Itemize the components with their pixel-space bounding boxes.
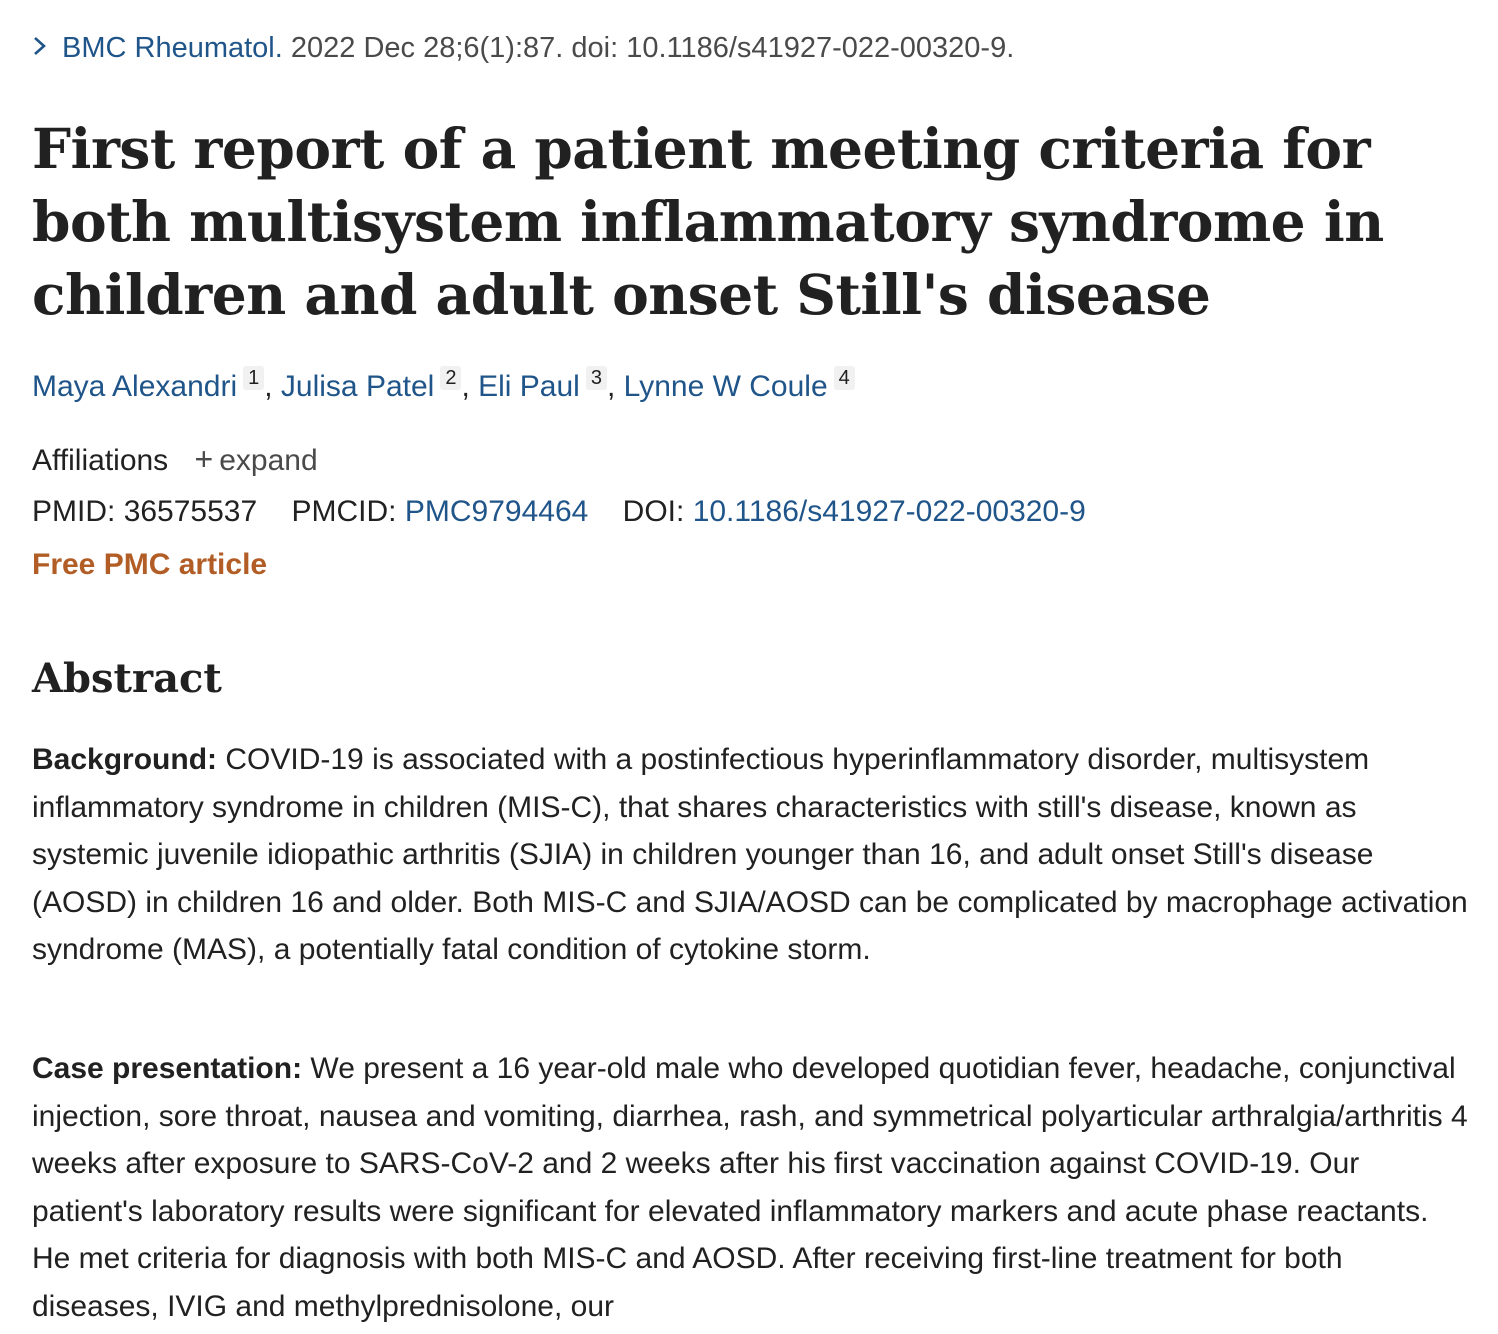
article-title: First report of a patient meeting criter… [32,116,1384,327]
case-label: Case presentation: [32,1052,303,1085]
expand-affiliations-button[interactable]: + expand [194,441,318,477]
pmid-value: 36575537 [123,495,258,528]
author-link[interactable]: Lynne W Coule [623,370,828,403]
affiliation-marker[interactable]: 2 [440,366,462,390]
identifiers-row: PMID: 36575537 PMCID: PMC9794464 DOI: 10… [32,495,1086,529]
author-item: Eli Paul 3, [478,366,624,403]
abstract-case-presentation: Case presentation: We present a 16 year-… [32,1045,1472,1330]
plus-icon: + [194,441,214,477]
affiliation-marker[interactable]: 4 [833,366,855,390]
abstract-heading: Abstract [32,655,222,702]
author-separator: , [264,370,281,403]
affiliation-marker[interactable]: 3 [585,366,607,390]
pmid-label: PMID: [32,495,116,528]
doi-label: DOI: [622,495,685,528]
background-text: COVID-19 is associated with a postinfect… [32,743,1468,966]
affiliations-label: Affiliations [32,444,169,477]
affiliations-row: Affiliations + expand [32,441,318,478]
author-link[interactable]: Eli Paul [478,370,580,403]
author-item: Maya Alexandri 1, [32,366,281,403]
author-separator: , [606,370,624,403]
journal-link[interactable]: BMC Rheumatol. [62,32,283,64]
citation-line: BMC Rheumatol. 2022 Dec 28;6(1):87. doi:… [32,32,1014,65]
expand-label: expand [219,444,318,477]
author-item: Lynne W Coule 4 [623,366,855,403]
author-separator: , [461,370,479,403]
case-text: We present a 16 year-old male who develo… [32,1052,1468,1323]
pmcid-link[interactable]: PMC9794464 [404,495,589,528]
author-link[interactable]: Julisa Patel [280,370,435,403]
affiliation-marker[interactable]: 1 [243,366,265,390]
author-list: Maya Alexandri 1, Julisa Patel 2, Eli Paul… [32,366,855,404]
abstract-background: Background: COVID-19 is associated with … [32,736,1472,974]
background-label: Background: [32,743,218,776]
chevron-right-icon[interactable] [32,33,50,64]
free-pmc-article-link[interactable]: Free PMC article [32,548,268,581]
author-item: Julisa Patel 2, [280,366,479,403]
author-link[interactable]: Maya Alexandri [32,370,238,403]
doi-link[interactable]: 10.1186/s41927-022-00320-9 [692,495,1086,528]
pmcid-label: PMCID: [291,495,397,528]
citation-details: 2022 Dec 28;6(1):87. doi: 10.1186/s41927… [290,32,1015,64]
